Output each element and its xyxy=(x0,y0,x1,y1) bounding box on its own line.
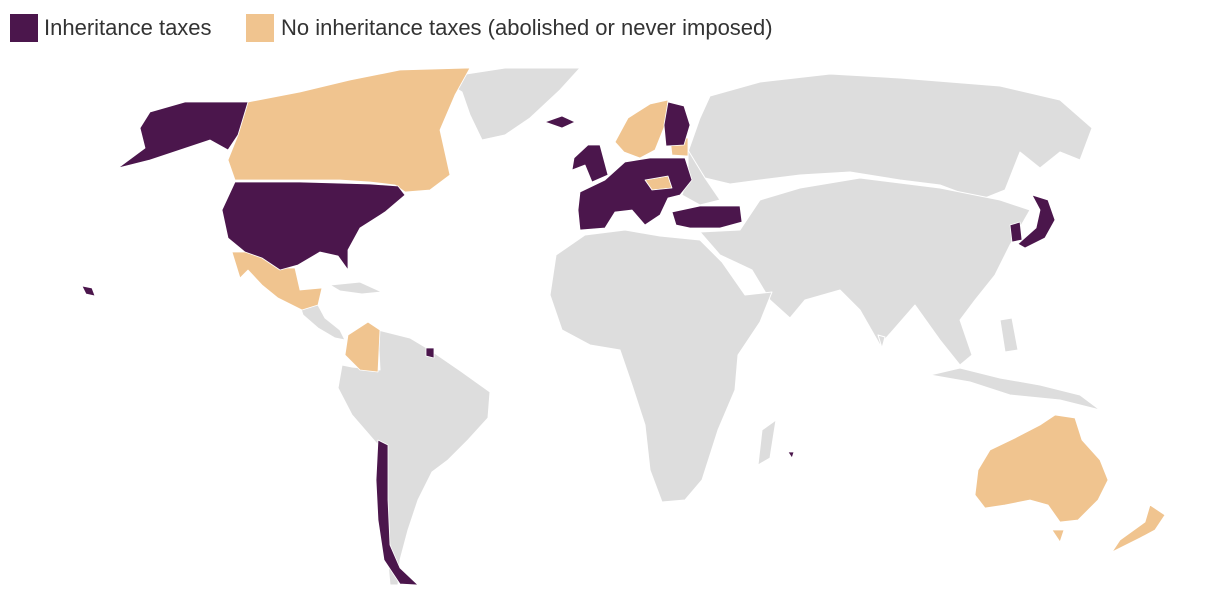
legend-swatch xyxy=(246,14,274,42)
usa xyxy=(221,181,406,271)
madagascar xyxy=(757,419,777,466)
alaska xyxy=(117,101,249,169)
reunion xyxy=(787,451,795,459)
chile xyxy=(375,439,419,586)
western-europe xyxy=(577,157,693,231)
finland xyxy=(663,101,691,147)
legend-label: No inheritance taxes (abolished or never… xyxy=(281,15,773,40)
caribbean xyxy=(329,281,383,295)
australia xyxy=(974,414,1109,523)
south-america xyxy=(337,329,491,586)
greenland xyxy=(439,67,581,141)
uk-ireland xyxy=(571,144,609,183)
legend-swatch xyxy=(10,14,38,42)
scandinavia xyxy=(614,99,669,159)
colombia xyxy=(344,321,381,373)
indonesia xyxy=(929,367,1101,411)
legend: Inheritance taxes No inheritance taxes (… xyxy=(10,14,773,42)
sri-lanka xyxy=(877,334,886,349)
countries xyxy=(81,67,1166,586)
philippines xyxy=(999,317,1019,353)
canada xyxy=(227,67,471,193)
iceland xyxy=(544,115,576,129)
japan xyxy=(1017,194,1056,249)
russia xyxy=(687,73,1093,201)
korea xyxy=(1009,221,1023,243)
tasmania xyxy=(1051,529,1065,543)
central-america xyxy=(297,299,346,341)
french-guiana xyxy=(425,347,435,359)
asia xyxy=(699,177,1031,366)
hawaii xyxy=(81,285,96,297)
africa xyxy=(549,229,773,503)
legend-label: Inheritance taxes xyxy=(44,15,212,40)
turkey xyxy=(671,205,743,229)
new-zealand xyxy=(1111,504,1166,553)
